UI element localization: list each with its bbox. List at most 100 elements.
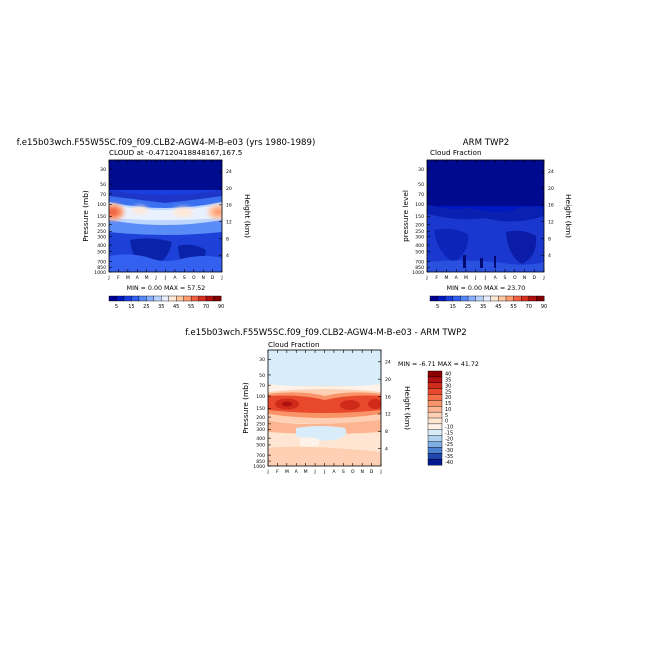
panel-model-colorbar-swatch — [213, 295, 222, 302]
panel-diff-y-tick-label: 850 — [256, 459, 265, 465]
panel-model-colorbar-label: 70 — [203, 304, 209, 310]
panel-model-colorbar-swatch — [131, 295, 140, 302]
panel-model-x-tick-label: J — [220, 275, 222, 281]
panel-obs-colorbar-label: 25 — [465, 304, 471, 310]
panel-model-x-tick-label: D — [211, 275, 215, 281]
panel-model-colorbar-swatch — [123, 295, 132, 302]
panel-diff-x-tick-label: J — [313, 469, 315, 475]
panel-model-colorbar-swatch — [175, 295, 185, 302]
panel-obs-x-tick-label: O — [513, 275, 517, 281]
panel-model-title: f.e15b03wch.F55W5SC.f09_f09.CLB2-AGW4-M-… — [17, 138, 316, 148]
panel-diff-y-tick-label: 500 — [256, 443, 265, 449]
panel-model-y2-tick-label: 16 — [226, 203, 232, 209]
panel-model-colorbar-swatch — [205, 295, 214, 302]
panel-obs-colorbar-label: 35 — [480, 304, 486, 310]
panel-diff-colorbar-label: 20 — [445, 395, 451, 401]
panel-diff: f.e15b03wch.F55W5SC.f09_f09.CLB2-AGW4-M-… — [185, 328, 479, 475]
panel-obs-field — [427, 160, 544, 272]
panel-diff-x-tick-label: M — [285, 469, 289, 475]
panel-model-colorbar-swatch — [146, 295, 155, 302]
panel-model-field — [109, 160, 222, 272]
panel-model-colorbar-label: 35 — [158, 304, 164, 310]
panel-diff-colorbar-label: 30 — [445, 383, 451, 389]
panel-model-y-tick-label: 150 — [97, 214, 106, 220]
panel-model-y-tick-label: 500 — [97, 249, 106, 255]
panel-model-y2-tick-label: 20 — [226, 186, 232, 192]
panel-model-ylabel: Pressure (mb) — [81, 190, 90, 242]
panel-model-colorbar-swatch — [108, 295, 117, 302]
panel-obs-y2-tick-label: 16 — [548, 203, 554, 209]
panel-diff-subtitle: Cloud Fraction — [268, 340, 320, 349]
panel-obs-y-tick-label: 30 — [418, 167, 424, 173]
panel-diff-y2-tick-label: 16 — [385, 394, 391, 400]
panel-obs-x-tick-label: S — [504, 275, 507, 281]
panel-diff-colorbar-swatch — [427, 441, 443, 448]
panel-obs-colorbar-swatch — [467, 295, 477, 302]
panel-model-y2-tick-label: 12 — [226, 219, 232, 225]
panel-obs-x-tick-label: N — [523, 275, 526, 281]
panel-obs-x-tick-label: J — [425, 275, 427, 281]
panel-model-x-tick-label: J — [164, 275, 166, 281]
panel-model-x-tick-label: M — [145, 275, 149, 281]
panel-obs: ARM TWP2 Cloud Fraction J F M A M J J A S O N D J305… — [401, 138, 573, 310]
panel-model-y-tick-label: 850 — [97, 265, 106, 271]
panel-diff-y-tick-label: 70 — [259, 383, 265, 389]
panel-diff-colorbar-swatch — [427, 411, 443, 419]
panel-obs-colorbar-swatch — [498, 295, 507, 302]
panel-obs-y-tick-label: 70 — [418, 192, 424, 198]
panel-diff-x-tick-label: J — [266, 469, 268, 475]
panel-obs-y2-tick-label: 4 — [548, 253, 551, 259]
panel-obs-colorbar-swatch — [460, 295, 469, 302]
panel-model-colorbar-label: 55 — [188, 304, 194, 310]
panel-diff-colorbar-swatch — [427, 382, 443, 390]
panel-obs-x-tick-label: M — [445, 275, 449, 281]
panel-model-colorbar-swatch — [161, 295, 170, 302]
panel-model-y2-tick-label: 24 — [226, 169, 232, 175]
panel-obs-colorbar-swatch — [490, 295, 499, 302]
panel-diff-colorbar-swatch — [427, 453, 443, 460]
panel-diff-ylabel: Pressure (mb) — [241, 382, 250, 434]
panel-model-y-tick-label: 1000 — [94, 270, 106, 276]
panel-diff-y-tick-label: 150 — [256, 406, 265, 412]
panel-diff-colorbar-swatch — [427, 429, 443, 437]
panel-model: f.e15b03wch.F55W5SC.f09_f09.CLB2-AGW4-M-… — [17, 138, 316, 310]
panel-model-colorbar-label: 5 — [115, 304, 118, 310]
panel-model-colorbar-swatch — [183, 295, 192, 302]
panel-obs-y-tick-label: 700 — [415, 259, 424, 265]
panel-obs-y2-tick-label: 12 — [548, 219, 554, 225]
panel-diff-colorbar-swatch — [427, 447, 443, 454]
panel-diff-y-tick-label: 300 — [256, 427, 265, 433]
panel-obs-y2-tick-label: 20 — [548, 186, 554, 192]
panel-model-x-tick-label: A — [173, 275, 177, 281]
panel-diff-stats: MIN = -6.71 MAX = 41.72 — [398, 361, 479, 368]
panel-diff-x-tick-label: M — [304, 469, 308, 475]
panel-obs-x-tick-label: A — [494, 275, 498, 281]
panel-diff-y-tick-label: 30 — [259, 357, 265, 363]
panel-diff-x-tick-label: A — [332, 469, 336, 475]
panel-obs-y2-tick-label: 8 — [548, 236, 551, 242]
panel-diff-y-tick-label: 100 — [256, 394, 265, 400]
panel-obs-colorbar-label: 15 — [450, 304, 456, 310]
panel-obs-x-tick-label: J — [474, 275, 476, 281]
panel-diff-colorbar-label: 35 — [445, 378, 451, 384]
panel-diff-y2-tick-label: 4 — [385, 446, 388, 452]
panel-obs-y-tick-label: 1000 — [412, 270, 424, 276]
panel-obs-title: ARM TWP2 — [463, 138, 509, 148]
panel-model-colorbar-swatch — [116, 295, 125, 302]
panel-obs-x-tick-label: D — [532, 275, 536, 281]
panel-diff-y-tick-label: 250 — [256, 422, 265, 428]
panel-obs-colorbar-swatch — [521, 295, 530, 302]
panel-model-x-tick-label: A — [136, 275, 140, 281]
panel-model-colorbar-swatch — [190, 295, 199, 302]
panel-model-colorbar-swatch — [153, 295, 162, 302]
panel-model-colorbar-label: 15 — [128, 304, 134, 310]
panel-model-y-tick-label: 250 — [97, 229, 106, 235]
panel-obs-colorbar-label: 5 — [436, 304, 439, 310]
panel-obs-y-tick-label: 250 — [415, 229, 424, 235]
panel-model-y-tick-label: 200 — [97, 223, 106, 229]
panel-obs-colorbar: 5 15 25 35 45 55 70 90 — [429, 295, 547, 310]
panel-obs-y-tick-label: 850 — [415, 265, 424, 271]
panel-obs-x-tick-label: M — [464, 275, 468, 281]
panel-diff-colorbar-label: 10 — [445, 407, 451, 413]
panel-model-colorbar-label: 45 — [173, 304, 179, 310]
